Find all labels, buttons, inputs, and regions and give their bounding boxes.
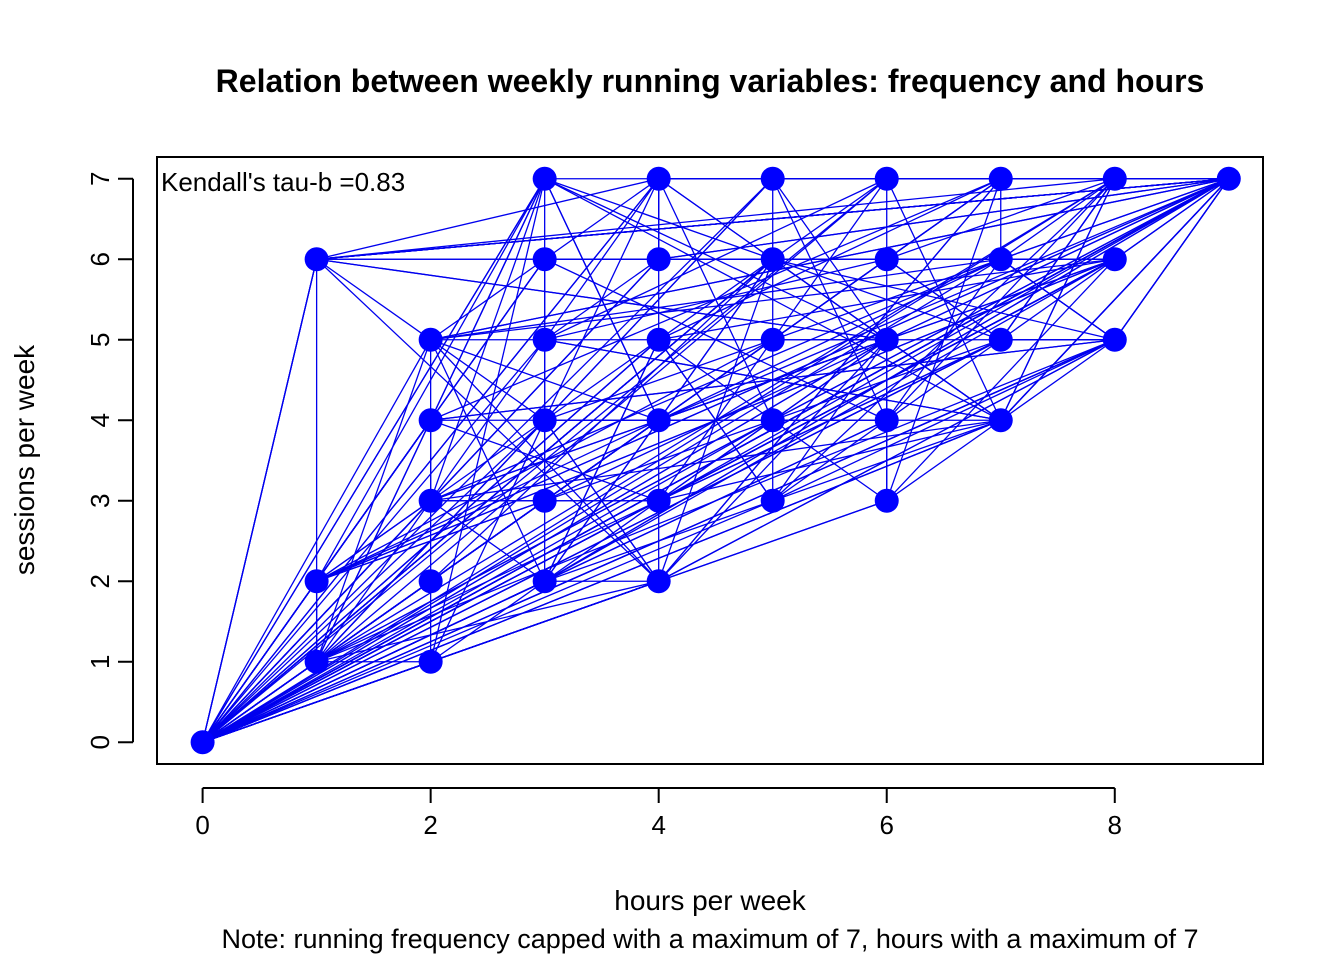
data-point [190,730,215,755]
data-point [988,408,1013,433]
data-point [304,569,329,594]
connecting-line [316,178,1229,260]
y-tick-label: 7 [85,172,115,186]
x-axis: 0 2 4 6 8 [195,787,1122,840]
y-tick-label: 6 [85,252,115,266]
y-tick-label: 0 [85,735,115,749]
connecting-line [316,178,1115,260]
data-point [646,166,671,191]
data-point [760,408,785,433]
y-tick-label: 2 [85,574,115,588]
data-point [418,569,443,594]
footnote: Note: running frequency capped with a ma… [222,924,1199,954]
data-point [760,327,785,352]
y-tick-label: 3 [85,494,115,508]
connecting-line [316,339,1116,663]
y-axis: 0 1 2 3 4 5 6 7 [85,172,134,749]
data-point [760,166,785,191]
connecting-line [430,339,546,582]
connecting-line [544,258,888,421]
connecting-line [202,178,1230,743]
connecting-line [886,258,1116,502]
y-tick-label: 4 [85,413,115,427]
data-point [760,247,785,272]
x-tick-label: 0 [195,810,209,840]
data-point [988,247,1013,272]
data-point [874,408,899,433]
x-tick-label: 8 [1108,810,1122,840]
data-points [190,166,1241,755]
connecting-line [202,419,774,743]
data-point [418,327,443,352]
data-point [304,247,329,272]
plot-frame [156,156,1264,765]
data-point [418,488,443,513]
kendall-tau-annotation: Kendall's tau-b =0.83 [161,167,405,197]
x-tick-label: 2 [423,810,437,840]
data-point [1102,327,1127,352]
connecting-line [202,419,546,743]
data-point [418,408,443,433]
connecting-line [316,178,659,260]
data-point [646,327,671,352]
connecting-line [1000,258,1116,341]
data-point [874,327,899,352]
connecting-line [1114,178,1230,260]
connecting-line [658,419,1001,502]
data-point [874,166,899,191]
data-point [532,247,557,272]
connecting-line [202,500,773,743]
x-tick-label: 6 [879,810,893,840]
data-point [646,247,671,272]
x-axis-label: hours per week [614,885,806,916]
chart-title: Relation between weekly running variable… [216,63,1205,99]
connecting-line [658,178,774,421]
data-point [1102,166,1127,191]
y-tick-label: 1 [85,655,115,669]
data-point [874,488,899,513]
connecting-line [202,580,545,743]
data-point [532,327,557,352]
connecting-line [202,178,1002,743]
data-point [988,327,1013,352]
connecting-line [430,178,546,501]
connecting-line [201,259,318,743]
connecting-line [1114,178,1230,341]
data-point [988,166,1013,191]
connecting-line [202,419,1001,743]
data-point [646,488,671,513]
data-point [760,488,785,513]
connecting-line [658,258,1115,341]
data-point [1102,247,1127,272]
connecting-line [202,339,1002,743]
connecting-line [202,178,546,743]
connecting-line [886,419,1002,502]
connecting-lines [201,178,1230,743]
data-point [532,569,557,594]
data-point [1216,166,1241,191]
data-point [874,247,899,272]
connecting-line [544,339,1001,421]
data-point [646,408,671,433]
y-tick-label: 5 [85,333,115,347]
data-point [646,569,671,594]
connecting-line [772,178,1116,502]
data-point [418,649,443,674]
data-point [532,166,557,191]
x-tick-label: 4 [651,810,665,840]
connecting-line [772,339,1116,502]
data-point [304,649,329,674]
data-point [532,488,557,513]
connecting-line [1000,178,1230,421]
connecting-line [1000,178,1116,260]
data-point [532,408,557,433]
y-axis-label: sessions per week [9,344,40,575]
connecting-line [1000,339,1116,421]
